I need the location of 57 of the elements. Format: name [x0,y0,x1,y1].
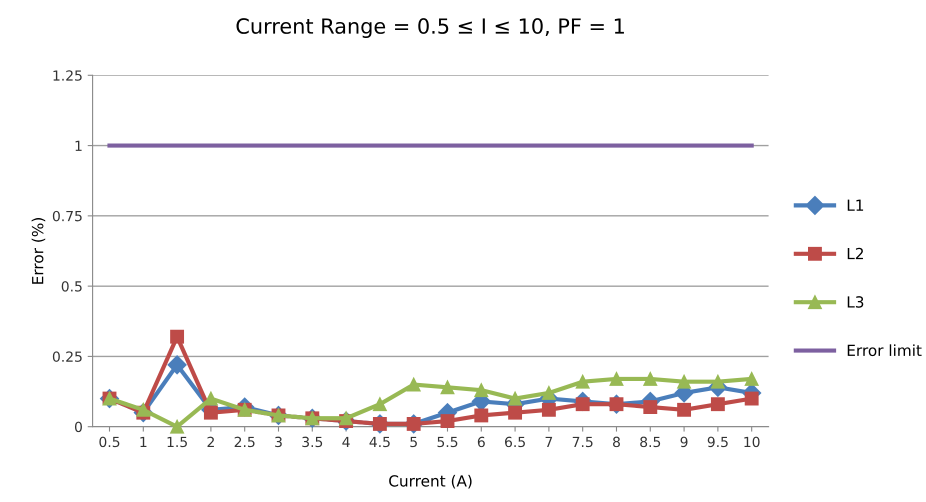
point [744,372,759,386]
point [440,414,454,428]
point [610,372,624,386]
point [643,400,658,414]
y-tick-label: 0 [74,422,82,432]
x-tick-label: 7 [546,436,552,447]
point [710,374,725,389]
x-tick-label: 4 [342,436,350,447]
point [542,402,556,417]
chart-title: Current Range = 0.5 ≤ I ≤ 10, PF = 1 [236,18,624,38]
x-tick-label: 3 [275,436,282,448]
x-tick-label: 5 [410,436,417,448]
x-tick-label: 8 [613,436,620,448]
point [170,330,184,344]
x-tick-label: 3.5 [302,436,322,448]
point [204,406,218,420]
x-tick-label: 9 [680,436,688,448]
point [710,397,725,412]
point [508,406,522,420]
x-tick-label: 0.5 [99,436,120,448]
point [576,374,590,389]
x-tick-label: 8.5 [640,436,660,448]
point [508,392,522,406]
point [677,374,692,389]
x-tick-label: 4.5 [370,436,390,448]
legend-label: L2 [848,248,863,260]
x-tick-label: 9.5 [708,436,728,448]
x-tick-label: 1.5 [168,436,187,448]
point [372,397,387,412]
y-tick-label: 1 [76,140,82,151]
point [406,378,421,392]
point [170,420,184,434]
x-tick-label: 2 [207,436,214,447]
point [677,402,692,417]
point [474,383,488,398]
x-tick-label: 6.5 [505,436,525,448]
point [744,392,759,406]
point [542,386,556,400]
x-tick-label: 6 [478,436,485,448]
y-tick-label: 1.25 [53,70,82,81]
x-tick-label: 10 [744,436,760,448]
point [168,355,187,374]
y-axis-title: Error (%) [32,218,46,284]
x-tick-label: 5.5 [438,436,458,448]
legend-label: Error limit [848,344,922,356]
point [643,372,658,386]
y-tick-label: 0.75 [52,210,82,222]
point [474,408,488,422]
legend-label: L3 [848,296,864,308]
x-tick-label: 7.5 [572,436,593,448]
point [440,380,454,394]
x-axis-title: Current (A) [389,474,472,488]
y-tick-label: 0.25 [52,351,82,362]
legend-label: L1 [848,200,864,211]
y-tick-label: 0.5 [62,281,82,292]
x-tick-label: 1 [140,436,146,447]
x-tick-label: 2.5 [234,436,255,448]
